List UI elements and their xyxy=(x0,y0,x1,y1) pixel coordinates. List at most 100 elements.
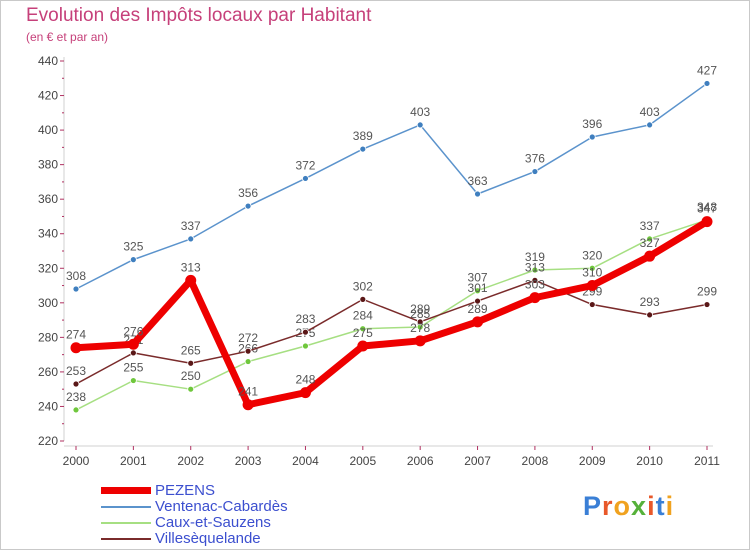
data-point xyxy=(416,121,424,129)
data-label: 289 xyxy=(468,302,488,316)
data-label: 299 xyxy=(697,285,717,299)
logo-letter: P xyxy=(583,491,603,521)
data-point xyxy=(72,285,80,293)
data-label: 289 xyxy=(410,302,430,316)
data-point xyxy=(529,292,541,304)
logo-letter: i xyxy=(647,491,656,521)
x-tick-label: 2004 xyxy=(292,454,319,468)
legend-label: PEZENS xyxy=(155,482,216,499)
y-tick-label: 360 xyxy=(38,192,58,206)
data-label: 301 xyxy=(468,281,488,295)
data-point xyxy=(474,297,481,305)
data-point xyxy=(531,168,539,175)
data-label: 325 xyxy=(123,240,143,254)
data-label: 337 xyxy=(640,219,660,233)
data-point xyxy=(299,387,311,399)
data-point xyxy=(242,399,254,411)
data-point xyxy=(531,266,539,274)
data-label: 248 xyxy=(295,373,315,387)
series-line-pezens xyxy=(72,218,711,409)
data-point xyxy=(357,340,369,352)
data-point xyxy=(646,235,654,243)
data-label: 241 xyxy=(238,385,258,399)
data-label: 320 xyxy=(582,248,602,262)
data-point xyxy=(72,406,80,414)
data-label: 356 xyxy=(238,186,258,200)
y-tick-label: 280 xyxy=(38,330,58,344)
y-tick-label: 400 xyxy=(38,123,58,137)
data-label: 308 xyxy=(66,269,86,283)
x-tick-label: 2001 xyxy=(120,454,147,468)
data-point xyxy=(129,377,137,384)
data-point xyxy=(588,301,596,308)
series-line-ventenac-cabard-s xyxy=(75,82,708,290)
data-point xyxy=(531,276,539,284)
data-point xyxy=(185,274,197,286)
x-tick-label: 2006 xyxy=(407,454,434,468)
x-tick-label: 2009 xyxy=(579,454,606,468)
data-point xyxy=(127,338,139,350)
data-label: 285 xyxy=(410,307,430,321)
data-label: 347 xyxy=(697,202,717,216)
y-tick-label: 380 xyxy=(38,158,58,172)
x-tick-label: 2000 xyxy=(63,454,90,468)
data-point xyxy=(416,318,424,326)
legend-label: Caux-et-Sauzens xyxy=(155,514,271,531)
data-point xyxy=(588,133,596,141)
data-point xyxy=(129,349,137,357)
data-label: 307 xyxy=(468,271,488,285)
x-tick-label: 2005 xyxy=(349,454,376,468)
data-point xyxy=(586,280,598,292)
x-tick-label: 2007 xyxy=(464,454,491,468)
data-point xyxy=(703,301,711,308)
data-label: 275 xyxy=(353,326,373,340)
data-label: 396 xyxy=(582,117,602,131)
data-point xyxy=(187,385,195,393)
y-tick-label: 260 xyxy=(38,365,58,379)
logo-letter: i xyxy=(665,491,675,521)
data-label: 372 xyxy=(295,158,315,172)
data-point xyxy=(646,311,654,319)
x-tick-label: 2003 xyxy=(235,454,262,468)
series-line-caux-et-sauzens xyxy=(75,219,708,411)
legend-label: Ventenac-Cabardès xyxy=(155,498,288,515)
data-label: 327 xyxy=(640,236,660,250)
chart-title: Evolution des Impôts locaux par Habitant xyxy=(26,5,372,26)
proxiti-logo: Proxiti xyxy=(583,491,674,522)
data-point xyxy=(644,250,656,262)
chart-subtitle: (en € et par an) xyxy=(26,30,109,44)
data-point xyxy=(703,80,711,87)
data-label: 293 xyxy=(640,295,660,309)
data-label: 427 xyxy=(697,63,717,77)
data-point xyxy=(588,264,596,272)
series-line-villes-quelande xyxy=(75,279,708,385)
legend-swatch xyxy=(101,538,151,540)
data-point xyxy=(244,358,252,365)
data-point xyxy=(302,342,309,350)
data-label: 403 xyxy=(410,105,430,119)
data-label: 283 xyxy=(295,312,315,326)
logo-letter: o xyxy=(613,491,632,521)
data-label: 348 xyxy=(697,200,717,214)
data-label: 302 xyxy=(353,279,373,293)
legend-label: Villesèquelande xyxy=(155,530,261,547)
data-label: 303 xyxy=(525,278,545,292)
data-label: 272 xyxy=(238,331,258,345)
data-point xyxy=(474,287,481,295)
data-point xyxy=(414,335,426,347)
data-point xyxy=(244,202,252,210)
data-point xyxy=(187,235,195,243)
y-tick-label: 340 xyxy=(38,227,58,241)
y-tick-label: 240 xyxy=(38,399,58,413)
x-tick-label: 2008 xyxy=(522,454,549,468)
data-label: 313 xyxy=(525,260,545,274)
data-point xyxy=(187,359,195,367)
y-tick-label: 420 xyxy=(38,89,58,103)
data-label: 284 xyxy=(353,309,373,323)
y-tick-label: 300 xyxy=(38,296,58,310)
data-label: 253 xyxy=(66,364,86,378)
y-tick-label: 220 xyxy=(38,434,58,448)
data-label: 250 xyxy=(181,369,201,383)
